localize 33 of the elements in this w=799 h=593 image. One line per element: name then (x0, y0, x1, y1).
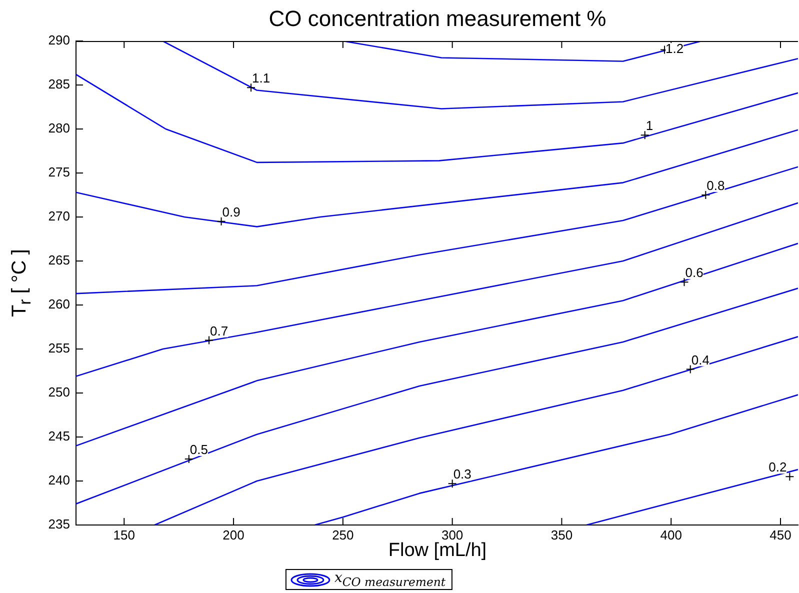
y-tick-label: 270 (48, 208, 70, 224)
y-tick-label: 250 (48, 384, 70, 400)
annotation: 0.8 (706, 178, 725, 194)
y-tick-label: 275 (48, 164, 70, 180)
y-tick-label: 245 (48, 428, 70, 444)
annotation: 1 (646, 118, 654, 134)
annotation: 0.4 (691, 352, 710, 368)
x-tick-label: 150 (113, 527, 135, 542)
chart-title: CO concentration measurement % (268, 6, 608, 32)
y-tick-label: 265 (48, 252, 70, 268)
legend-label: x$_{CO measurement}$ (334, 570, 446, 589)
y-tick-label: 290 (48, 32, 70, 48)
x-tick-label: 300 (441, 527, 464, 542)
annotation: 1.1 (252, 70, 270, 86)
annotation: 0.9 (222, 204, 240, 220)
x-tick-label: 450 (770, 527, 792, 542)
annotation: 0.2 (768, 460, 787, 475)
annotation: 0.3 (453, 466, 472, 482)
x-tick-label: 250 (332, 527, 354, 542)
annotation: 0.5 (190, 442, 208, 458)
x-tick-label: 350 (550, 527, 573, 542)
x-tick-label: 400 (660, 527, 682, 542)
y-tick-label: 255 (48, 340, 70, 356)
y-tick-label: 260 (48, 296, 70, 312)
x-tick-label: 200 (222, 527, 244, 542)
y-tick-label: 280 (48, 120, 70, 136)
annotation: 0.7 (210, 323, 228, 338)
x-axis-title: Flow [mL/h] (387, 540, 488, 561)
y-tick-label: 240 (48, 472, 70, 488)
annotation: 0.6 (685, 265, 704, 280)
y-tick-label: 285 (48, 76, 70, 92)
annotation: 1.2 (666, 41, 684, 56)
y-tick-label: 235 (48, 516, 70, 532)
